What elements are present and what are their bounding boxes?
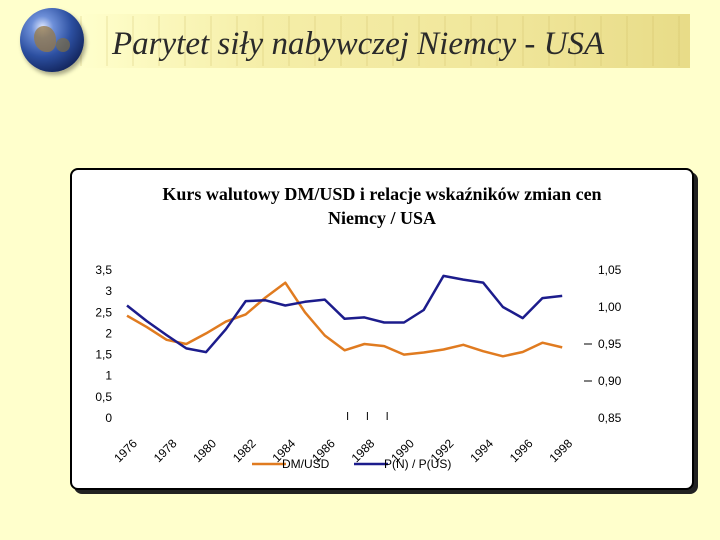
y-left-tick-label: 0 <box>105 411 112 425</box>
x-tick-label: 1996 <box>507 436 536 465</box>
y-left-tick-label: 2 <box>105 326 112 340</box>
line-chart: 0 0,5 1 1,5 2 2,5 3 3,5 0,85 0,90 0,95 1,00 1,05 1976… <box>95 263 622 471</box>
x-tick-label: 1988 <box>349 436 378 465</box>
x-tick-label: 1982 <box>230 436 259 465</box>
slide-title: Parytet siły nabywczej Niemcy - USA <box>112 26 605 62</box>
x-tick-label: 1976 <box>111 436 140 465</box>
x-tick-label: 1978 <box>151 436 180 465</box>
y-left-tick-label: 1 <box>105 369 112 383</box>
y-left-tick-label: 1,5 <box>95 348 112 362</box>
chart-title: Kurs walutowy DM/USD i relacje wskaźnikó… <box>72 182 692 230</box>
y-right-tick-label: 0,95 <box>598 337 622 351</box>
x-tick-label: 1998 <box>546 436 575 465</box>
legend-label: DM/USD <box>282 457 330 471</box>
chart-container: Kurs walutowy DM/USD i relacje wskaźnikó… <box>70 168 694 490</box>
x-tick-label: 1994 <box>467 436 496 465</box>
y-left-tick-label: 3 <box>105 284 112 298</box>
series-line-dm-usd <box>126 281 563 358</box>
y-right-tick-label: 0,85 <box>598 411 622 425</box>
title-band <box>80 14 690 68</box>
y-right-tick-label: 0,90 <box>598 374 622 388</box>
y-left-tick-label: 2,5 <box>95 305 112 319</box>
y-right-tick-label: 1,00 <box>598 300 622 314</box>
y-left-tick-label: 0,5 <box>95 390 112 404</box>
chart-title-line-1: Kurs walutowy DM/USD i relacje wskaźnikó… <box>162 184 602 204</box>
title-band-texture <box>80 16 690 66</box>
globe-icon <box>20 8 84 72</box>
y-left-tick-label: 3,5 <box>95 263 112 277</box>
chart-title-line-2: Niemcy / USA <box>328 208 436 228</box>
series-line-price-ratio <box>126 274 563 354</box>
legend-label: P(N) / P(US) <box>384 457 451 471</box>
y-right-tick-label: 1,05 <box>598 263 622 277</box>
x-tick-label: 1980 <box>190 436 219 465</box>
